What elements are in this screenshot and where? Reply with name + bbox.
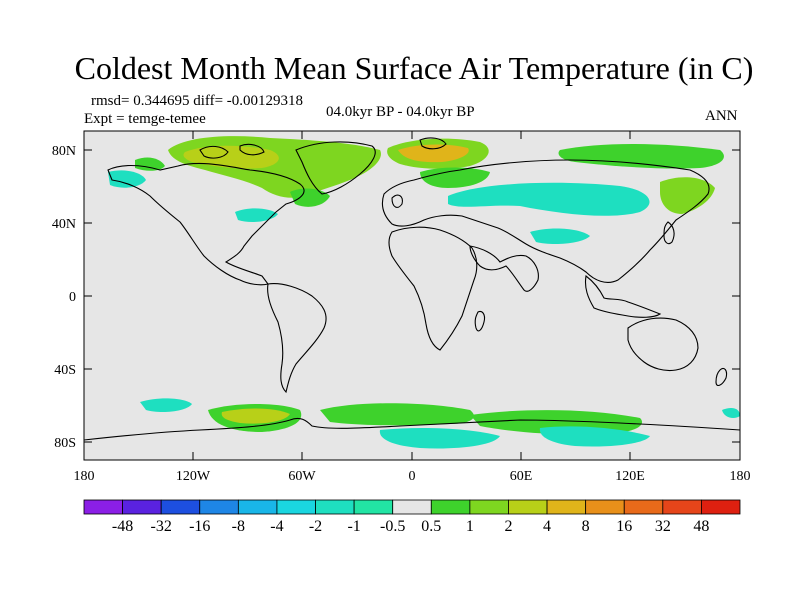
colorbar-swatch bbox=[546, 499, 587, 515]
colorbar-label: -32 bbox=[150, 518, 172, 535]
colorbar-label: 48 bbox=[693, 518, 710, 535]
lat-label: 40S bbox=[54, 363, 76, 378]
colorbar-label: 0.5 bbox=[421, 518, 442, 535]
lon-label: 180 bbox=[74, 469, 95, 484]
lon-labels: 180 120W 60W 0 60E 120E 180 bbox=[74, 469, 751, 484]
colorbar-swatch bbox=[392, 499, 432, 515]
colorbar-swatch bbox=[508, 499, 548, 515]
coast-uk bbox=[391, 194, 403, 208]
colorbar-swatch bbox=[353, 499, 394, 515]
colorbar-swatch bbox=[199, 499, 239, 515]
lon-label: 120W bbox=[176, 469, 211, 484]
colorbar-swatch bbox=[585, 499, 625, 515]
coast-japan bbox=[663, 221, 675, 245]
lon-label: 60W bbox=[288, 469, 316, 484]
coast-australia bbox=[627, 317, 699, 372]
anomaly-warm-kamchatka bbox=[660, 177, 715, 214]
coast-arctic-islands bbox=[199, 137, 447, 159]
period-label: 04.0kyr BP - 04.0kyr BP bbox=[326, 104, 475, 120]
colorbar-swatch bbox=[276, 499, 316, 515]
lat-ticks bbox=[84, 149, 740, 443]
lat-label: 0 bbox=[69, 290, 76, 305]
lon-label: 60E bbox=[510, 469, 533, 484]
anomaly-warm-antarctic-ocean bbox=[320, 403, 474, 426]
anomaly-warm-arctic-inner bbox=[183, 145, 279, 169]
season-label: ANN bbox=[705, 108, 738, 124]
lat-label: 80S bbox=[54, 436, 76, 451]
coastlines bbox=[84, 137, 740, 441]
coast-southeast-asia bbox=[584, 275, 662, 318]
lat-labels: 80N 40N 0 40S 80S bbox=[52, 144, 76, 451]
anomaly-cold-alaska bbox=[108, 170, 146, 188]
coast-greenland bbox=[295, 141, 376, 195]
coast-madagascar bbox=[474, 310, 486, 332]
coast-south-america bbox=[267, 283, 327, 394]
colorbar-swatch bbox=[701, 499, 741, 515]
lon-label: 120E bbox=[615, 469, 645, 484]
colorbar-label: 2 bbox=[504, 518, 513, 535]
coast-africa bbox=[388, 226, 478, 351]
coast-north-america bbox=[107, 162, 305, 286]
anomaly-warm-siberia bbox=[558, 144, 724, 169]
coast-antarctica bbox=[84, 417, 740, 441]
anomaly-warm-southern-ocean-inner bbox=[221, 408, 290, 424]
colorbar-label: 8 bbox=[581, 518, 590, 535]
colorbar-label: 4 bbox=[543, 518, 552, 535]
colorbar-label: -1 bbox=[347, 518, 361, 535]
stats-label: rmsd= 0.344695 diff= -0.00129318 bbox=[91, 93, 304, 109]
colorbar-swatch bbox=[122, 499, 162, 515]
anomaly-cold-himalaya bbox=[530, 228, 590, 244]
lon-ticks bbox=[192, 131, 631, 460]
colorbar-swatch bbox=[430, 499, 471, 515]
colorbar-label: 1 bbox=[465, 518, 474, 535]
colorbar-swatch bbox=[83, 499, 123, 515]
colorbar-swatch bbox=[160, 499, 201, 515]
anomaly-cold-antarctica-east bbox=[539, 426, 650, 447]
colorbar-swatch bbox=[662, 499, 702, 515]
lat-label: 40N bbox=[52, 217, 76, 232]
anomaly-cold-east-antarctic-edge bbox=[722, 408, 740, 418]
anomaly-warm-hudson bbox=[290, 188, 330, 207]
lon-label: 0 bbox=[409, 469, 416, 484]
colorbar-label: -8 bbox=[231, 518, 246, 535]
colorbar-label: 16 bbox=[616, 518, 633, 535]
chart-title: Coldest Month Mean Surface Air Temperatu… bbox=[74, 50, 754, 86]
colorbar-swatch bbox=[469, 499, 509, 515]
anomaly-warm-barents-inner bbox=[398, 144, 469, 163]
anomaly-cold-pacific-south bbox=[140, 398, 192, 412]
colorbar-label: 32 bbox=[654, 518, 671, 535]
colorbar bbox=[83, 499, 741, 515]
coast-arabia-india bbox=[469, 245, 539, 292]
colorbar-label: -2 bbox=[308, 518, 323, 535]
colorbar-label: -0.5 bbox=[380, 518, 406, 535]
anomaly-contours bbox=[84, 136, 740, 449]
lon-label: 180 bbox=[730, 469, 751, 484]
anomaly-warm-alaska bbox=[135, 157, 165, 171]
anomaly-warm-europe bbox=[420, 167, 490, 188]
anomaly-cold-antarctica bbox=[379, 428, 500, 449]
lat-label: 80N bbox=[52, 144, 76, 159]
colorbar-label: -16 bbox=[189, 518, 211, 535]
experiment-label: Expt = temge-temee bbox=[84, 111, 206, 127]
colorbar-swatch bbox=[315, 499, 355, 515]
colorbar-swatch bbox=[623, 499, 664, 515]
coast-new-zealand bbox=[715, 367, 728, 387]
colorbar-label: -4 bbox=[270, 518, 284, 535]
anomaly-cold-eurasia bbox=[448, 182, 650, 216]
colorbar-swatch bbox=[237, 499, 278, 515]
anomaly-cold-atlantic bbox=[235, 208, 278, 222]
colorbar-label: -48 bbox=[111, 518, 134, 535]
coast-eurasia bbox=[381, 159, 710, 283]
